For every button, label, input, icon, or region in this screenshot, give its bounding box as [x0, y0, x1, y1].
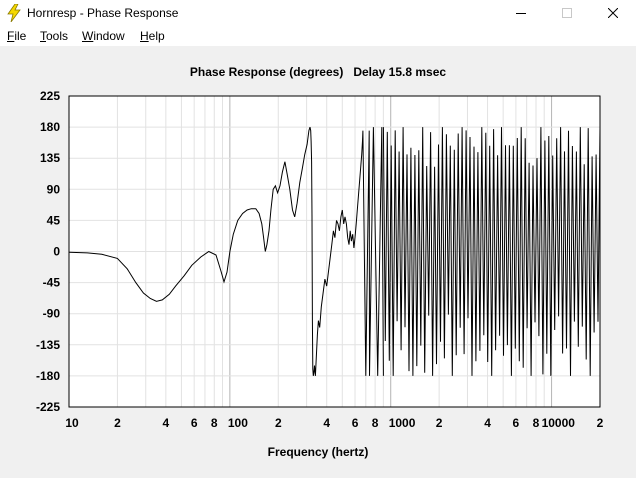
minimize-button[interactable] [498, 0, 544, 26]
x-tick-label: 10 [65, 416, 79, 430]
y-tick-label: -180 [36, 369, 60, 383]
x-tick-label: 100 [228, 416, 248, 430]
x-tick-label: 6 [352, 416, 359, 430]
x-tick-label: 4 [484, 416, 491, 430]
plot-frame [68, 95, 601, 408]
title-bar[interactable]: Hornresp - Phase Response [0, 0, 636, 26]
y-tick-label: 45 [47, 213, 61, 227]
maximize-button[interactable] [544, 0, 590, 26]
maximize-icon [562, 8, 572, 18]
x-tick-label: 2 [114, 416, 121, 430]
chart-title: Phase Response (degrees) Delay 15.8 msec [189, 65, 447, 79]
x-tick-label: 2 [275, 416, 282, 430]
x-tick-label: 1000 [389, 416, 416, 430]
phase-series-line [68, 126, 384, 376]
window-title: Hornresp - Phase Response [27, 6, 179, 20]
x-tick-label: 4 [323, 416, 330, 430]
y-tick-label: -225 [36, 400, 60, 414]
close-button[interactable] [590, 0, 636, 26]
menu-window[interactable]: Window [82, 29, 125, 43]
x-tick-label: 10000 [542, 416, 576, 430]
y-tick-label: 0 [53, 245, 60, 259]
y-tick-label: 90 [47, 182, 61, 196]
x-tick-label: 8 [372, 416, 379, 430]
y-tick-label: -135 [36, 338, 60, 352]
x-tick-label: 2 [597, 416, 604, 430]
menu-bar: File Tools Window Help [0, 26, 636, 46]
menu-file[interactable]: File [7, 29, 27, 43]
close-icon [608, 8, 618, 18]
minimize-icon [516, 13, 526, 14]
y-tick-label: -45 [43, 276, 61, 290]
x-tick-label: 6 [513, 416, 520, 430]
x-tick-label: 8 [211, 416, 218, 430]
lightning-bolt-icon [7, 4, 21, 22]
y-tick-label: 135 [40, 151, 60, 165]
y-tick-label: -90 [43, 307, 61, 321]
phase-series-dense [382, 127, 601, 376]
x-tick-label: 2 [436, 416, 443, 430]
menu-tools[interactable]: Tools [40, 29, 69, 43]
y-tick-label: 180 [40, 120, 60, 134]
menu-help[interactable]: Help [140, 29, 165, 43]
y-tick-label: 225 [40, 89, 60, 103]
x-tick-label: 4 [163, 416, 170, 430]
x-tick-label: 8 [533, 416, 540, 430]
x-axis-label: Frequency (hertz) [267, 445, 369, 459]
x-tick-label: 6 [191, 416, 198, 430]
